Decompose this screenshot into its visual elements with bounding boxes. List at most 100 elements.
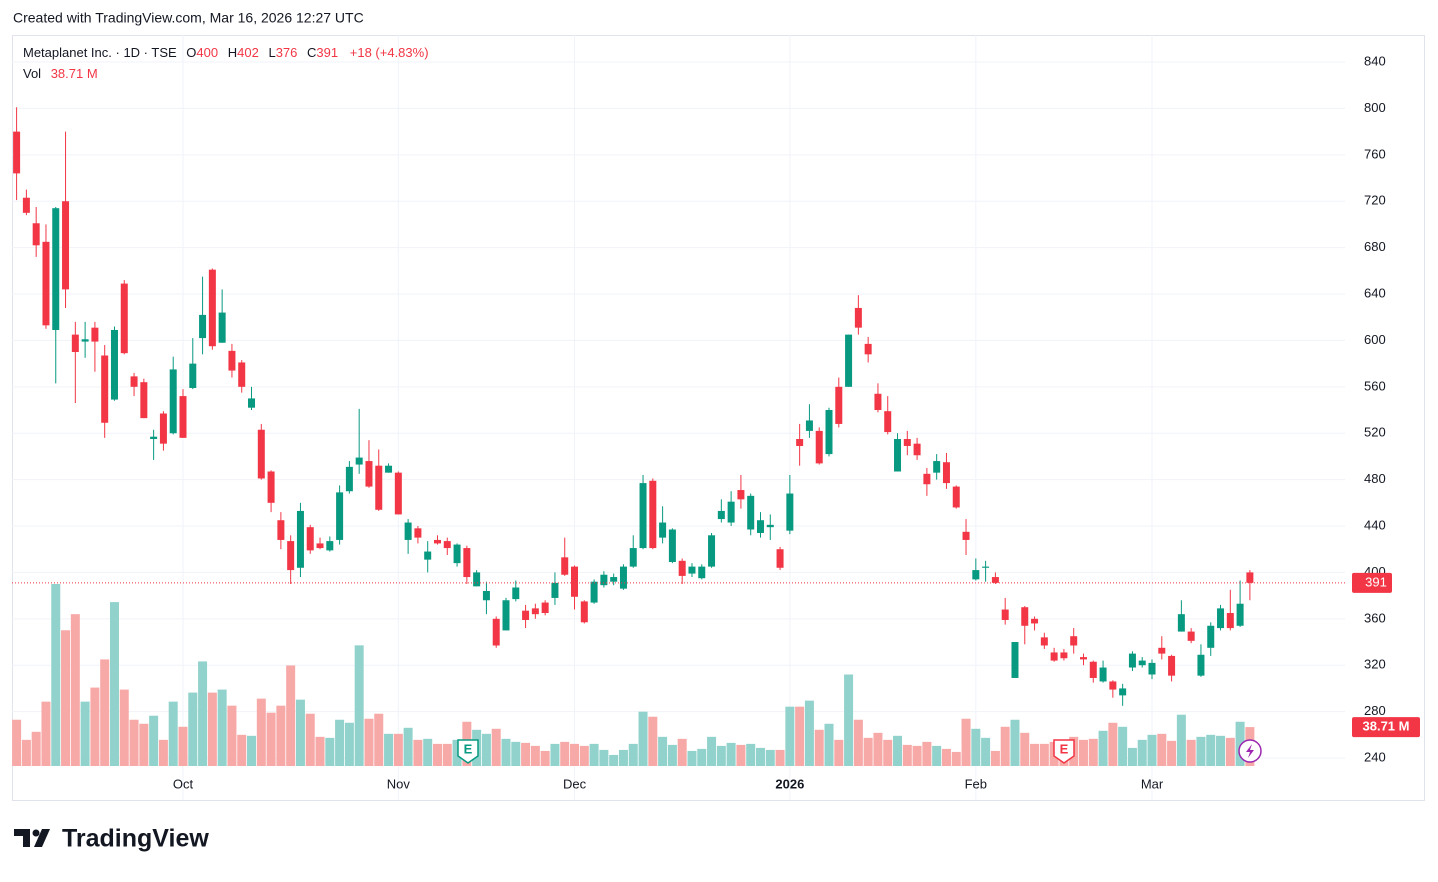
candle-body [463, 548, 471, 578]
volume-bar [560, 741, 570, 766]
volume-bar [1030, 743, 1040, 766]
volume-bar [1088, 738, 1098, 766]
candle-body [1158, 647, 1166, 654]
candle-body [336, 492, 344, 540]
volume-bar [853, 719, 863, 766]
candle-body [1138, 660, 1146, 666]
candle-body [32, 223, 40, 246]
x-tick-label: 2026 [775, 776, 804, 791]
candle-body [296, 510, 304, 568]
volume-bar [109, 602, 119, 766]
y-tick-label: 840 [1364, 53, 1386, 68]
y-tick-label: 240 [1364, 749, 1386, 764]
volume-bar [834, 739, 844, 766]
candle-body [71, 334, 79, 353]
candle-body [199, 314, 207, 339]
candle-body [1246, 572, 1254, 583]
volume-bar [570, 743, 580, 766]
volume-bar [1098, 730, 1108, 766]
volume-bar [521, 742, 531, 766]
candle-body [355, 457, 363, 465]
y-tick-label: 520 [1364, 425, 1386, 440]
volume-bar [1000, 726, 1010, 766]
candle-body [52, 208, 60, 330]
y-tick-label: 600 [1364, 332, 1386, 347]
candle-body [561, 557, 569, 575]
volume-bar [139, 723, 149, 766]
volume-bar [51, 584, 61, 766]
volume-bar [814, 729, 824, 766]
volume-bar [481, 733, 491, 766]
candle-body [571, 566, 579, 597]
candle-body [394, 472, 402, 515]
created-note: Created with TradingView.com, Mar 16, 20… [13, 10, 364, 26]
volume-bar [31, 731, 41, 766]
candle-body [668, 529, 676, 562]
candle-body [1217, 608, 1225, 629]
candle-body [1021, 607, 1029, 626]
candle-body [22, 197, 30, 213]
volume-bar [325, 737, 335, 766]
volume-bar [158, 739, 168, 766]
volume-bar [266, 712, 276, 766]
volume-bar [726, 742, 736, 766]
brand-logo [14, 829, 50, 847]
candle-body [1236, 603, 1244, 626]
volume-bar [354, 645, 364, 766]
candle-body [864, 343, 872, 355]
candle-body [796, 439, 804, 446]
event-label: E [1060, 741, 1069, 756]
volume-bar [658, 736, 668, 766]
candle-body [551, 582, 559, 598]
candle-body [492, 618, 500, 646]
volume-bar [795, 706, 805, 766]
candle-body [81, 339, 89, 342]
volume-bar [90, 687, 100, 766]
candle-body [179, 396, 187, 438]
volume-bar [961, 718, 971, 766]
volume-bar [981, 737, 991, 766]
candle-body [1187, 631, 1195, 641]
low-label: L [268, 45, 275, 60]
volume-bar [315, 736, 325, 766]
volume-bar [286, 665, 296, 766]
volume-bar [707, 736, 717, 766]
candle-body [531, 608, 539, 615]
close-value: 391 [316, 45, 338, 60]
volume-bar [765, 749, 775, 766]
volume-bar [217, 689, 227, 766]
candle-body [316, 543, 324, 549]
volume-bar [746, 743, 756, 766]
candle-body [1050, 652, 1058, 661]
candle-body [708, 535, 716, 567]
volume-value-label: 38.71 M [1363, 719, 1410, 734]
volume-bar [530, 745, 540, 766]
candle-body [306, 527, 314, 551]
candle-body [942, 462, 950, 484]
volume-bar [941, 748, 951, 766]
volume-bar [1078, 739, 1088, 766]
volume-bar [119, 689, 129, 766]
candle-body [1099, 667, 1107, 682]
volume-bar [687, 750, 697, 766]
dividend-marker [1238, 739, 1262, 763]
grid [12, 35, 1345, 800]
candle-body [845, 334, 853, 387]
candle-body [1089, 661, 1097, 678]
volume-bar [1235, 721, 1245, 766]
candle-body [257, 429, 265, 479]
volume-bar [100, 659, 110, 766]
candle-body [91, 327, 99, 342]
candle-body [1168, 655, 1176, 676]
volume-bar [912, 745, 922, 766]
last-price-label: 391 [1365, 574, 1387, 589]
volume-bar [403, 727, 413, 766]
volume-bar [491, 728, 501, 766]
volume-bar [863, 737, 873, 766]
x-tick-label: Feb [965, 776, 987, 791]
candle-body [649, 480, 657, 549]
volume-legend: Vol 38.71 M [23, 66, 98, 81]
candle-body [756, 520, 764, 533]
volume-bar [511, 741, 521, 766]
volume-bar [1039, 743, 1049, 766]
